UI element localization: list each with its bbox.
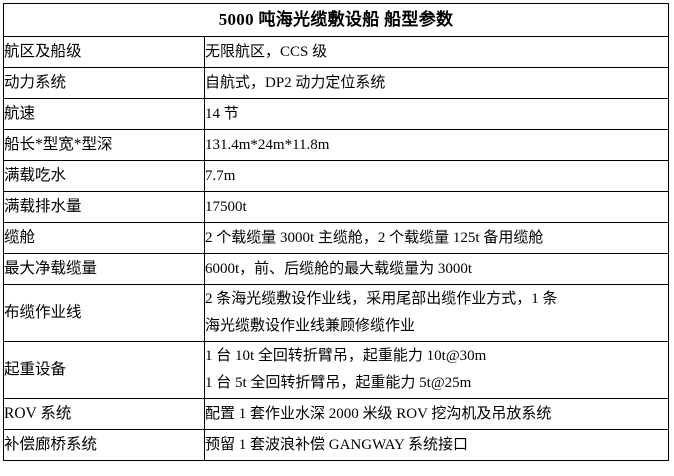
row-value-line: 6000t，前、后缆舱的最大载缆量为 3000t xyxy=(205,261,473,277)
row-value-line: 14 节 xyxy=(205,106,239,122)
row-label: 航速 xyxy=(3,98,205,130)
row-value: 17500t xyxy=(203,191,670,223)
row-value: 2 个载缆量 3000t 主缆舱，2 个载缆量 125t 备用缆舱 xyxy=(203,222,670,254)
table-title-row: 5000 吨海光缆敷设船 船型参数 xyxy=(2,3,670,37)
row-value-line: 131.4m*24m*11.8m xyxy=(205,137,330,153)
row-label: 布缆作业线 xyxy=(3,284,205,342)
row-value: 预留 1 套波浪补偿 GANGWAY 系统接口 xyxy=(203,429,670,461)
row-label: 航区及船级 xyxy=(3,36,205,68)
row-value: 6000t，前、后缆舱的最大载缆量为 3000t xyxy=(203,253,670,285)
row-label: 最大净载缆量 xyxy=(3,253,205,285)
row-label: 动力系统 xyxy=(3,67,205,99)
table-row: 满载吃水 7.7m xyxy=(3,160,670,192)
table-row: 起重设备 1 台 10t 全回转折臂吊，起重能力 10t@30m 1 台 5t 全回… xyxy=(3,341,670,399)
table-row: 航速 14 节 xyxy=(3,98,670,130)
row-value-line: 7.7m xyxy=(205,168,236,184)
row-value-line: 2 条海光缆敷设作业线，采用尾部出缆作业方式，1 条 xyxy=(205,291,558,307)
table-row: 船长*型宽*型深 131.4m*24m*11.8m xyxy=(3,129,670,161)
row-label: 船长*型宽*型深 xyxy=(3,129,205,161)
table-row: 布缆作业线 2 条海光缆敷设作业线，采用尾部出缆作业方式，1 条海光缆敷设作业线兼… xyxy=(3,284,670,342)
row-label: 满载吃水 xyxy=(3,160,205,192)
row-value-line: 预留 1 套波浪补偿 GANGWAY 系统接口 xyxy=(205,437,469,453)
row-value-line: 1 台 10t 全回转折臂吊，起重能力 10t@30m xyxy=(205,348,487,364)
row-label: 缆舱 xyxy=(3,222,205,254)
row-value: 配置 1 套作业水深 2000 米级 ROV 挖沟机及吊放系统 xyxy=(203,398,670,430)
row-label: 补偿廊桥系统 xyxy=(3,429,205,461)
table-title: 5000 吨海光缆敷设船 船型参数 xyxy=(2,3,670,37)
table-row: 航区及船级 无限航区，CCS 级 xyxy=(3,36,670,68)
table-row: 最大净载缆量 6000t，前、后缆舱的最大载缆量为 3000t xyxy=(3,253,670,285)
table-body: 航区及船级 无限航区，CCS 级动力系统 自航式，DP2 动力定位系统 航速 14 节船… xyxy=(3,36,670,461)
table-row: 动力系统 自航式，DP2 动力定位系统 xyxy=(3,67,670,99)
table-row: 缆舱 2 个载缆量 3000t 主缆舱，2 个载缆量 125t 备用缆舱 xyxy=(3,222,670,254)
row-label: ROV 系统 xyxy=(3,398,205,430)
row-value: 14 节 xyxy=(203,98,670,130)
row-value: 2 条海光缆敷设作业线，采用尾部出缆作业方式，1 条海光缆敷设作业线兼顾修缆作业 xyxy=(203,284,670,342)
row-value: 1 台 10t 全回转折臂吊，起重能力 10t@30m 1 台 5t 全回转折臂吊… xyxy=(203,341,670,399)
table-row: 补偿廊桥系统 预留 1 套波浪补偿 GANGWAY 系统接口 xyxy=(3,429,670,461)
table-row: ROV 系统 配置 1 套作业水深 2000 米级 ROV 挖沟机及吊放系统 xyxy=(3,398,670,430)
ship-specification-table: 5000 吨海光缆敷设船 船型参数 航区及船级 无限航区，CCS 级动力系统 自航式… xyxy=(2,3,670,461)
row-value-line: 海光缆敷设作业线兼顾修缆作业 xyxy=(205,318,416,334)
row-label: 满载排水量 xyxy=(3,191,205,223)
row-value-line: 1 台 5t 全回转折臂吊，起重能力 5t@25m xyxy=(205,375,472,391)
table-header: 5000 吨海光缆敷设船 船型参数 xyxy=(2,3,670,37)
row-value: 131.4m*24m*11.8m xyxy=(203,129,670,161)
row-value-line: 无限航区，CCS 级 xyxy=(205,44,328,60)
row-value-line: 配置 1 套作业水深 2000 米级 ROV 挖沟机及吊放系统 xyxy=(205,406,552,422)
row-value-line: 2 个载缆量 3000t 主缆舱，2 个载缆量 125t 备用缆舱 xyxy=(205,230,544,246)
row-label: 起重设备 xyxy=(3,341,205,399)
row-value: 7.7m xyxy=(203,160,670,192)
row-value: 无限航区，CCS 级 xyxy=(203,36,670,68)
row-value: 自航式，DP2 动力定位系统 xyxy=(203,67,670,99)
row-value-line: 自航式，DP2 动力定位系统 xyxy=(205,75,386,91)
table-row: 满载排水量 17500t xyxy=(3,191,670,223)
row-value-line: 17500t xyxy=(205,199,247,215)
